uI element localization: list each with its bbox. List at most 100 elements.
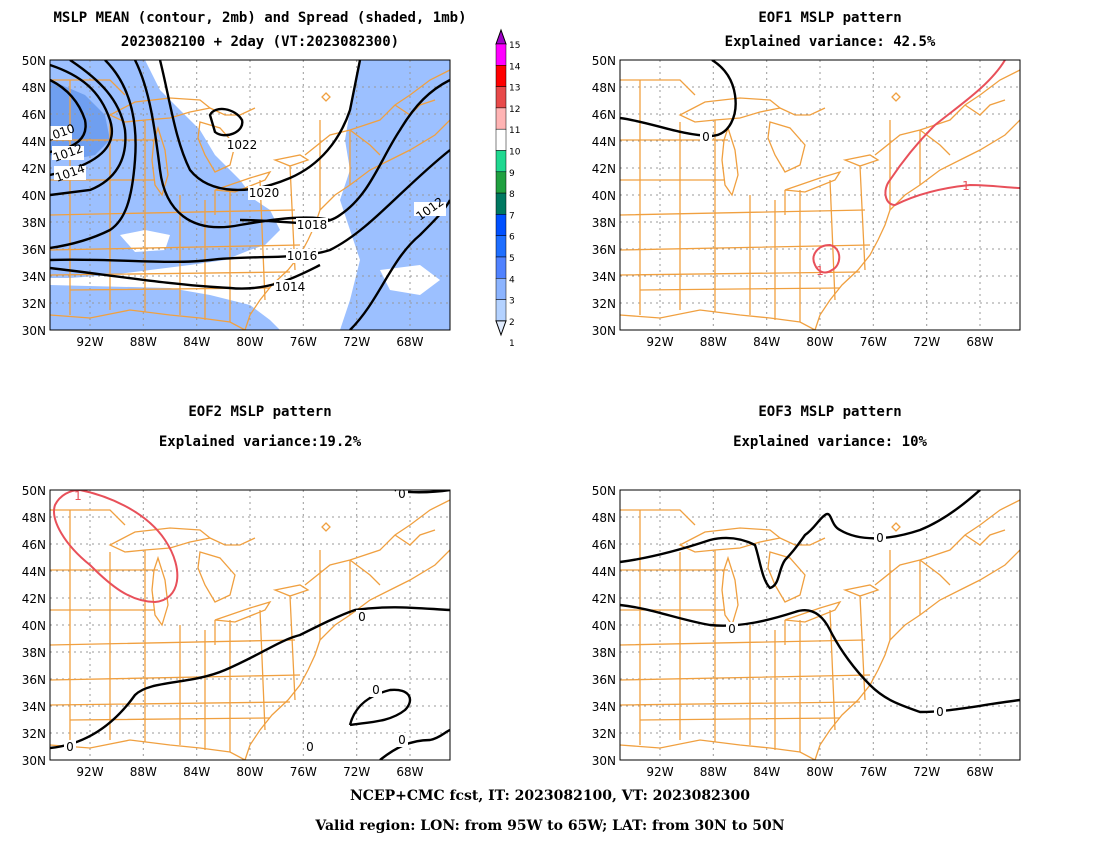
lat-tick-label: 38N bbox=[22, 216, 46, 230]
colorbar-label: 5 bbox=[509, 254, 515, 264]
lat-tick-label: 30N bbox=[22, 754, 46, 768]
lon-tick-label: 88W bbox=[700, 335, 727, 349]
lon-tick-label: 72W bbox=[913, 765, 940, 779]
footer-line2: Valid region: LON: from 95W to 65W; LAT:… bbox=[315, 818, 785, 834]
colorbar-label: 6 bbox=[509, 233, 515, 243]
p1-label-1014b: 1014 bbox=[275, 280, 306, 294]
lat-tick-label: 30N bbox=[592, 324, 616, 338]
lat-tick-label: 34N bbox=[22, 270, 46, 284]
lat-tick-label: 34N bbox=[592, 270, 616, 284]
lat-tick-label: 48N bbox=[22, 81, 46, 95]
lat-tick-label: 46N bbox=[592, 538, 616, 552]
lat-tick-label: 38N bbox=[22, 646, 46, 660]
lon-tick-label: 76W bbox=[860, 335, 887, 349]
lat-tick-label: 36N bbox=[22, 243, 46, 257]
lat-tick-label: 36N bbox=[592, 673, 616, 687]
isobar-1014-a bbox=[50, 60, 127, 197]
lon-tick-label: 80W bbox=[236, 335, 263, 349]
eof1-positive-contour-a bbox=[884, 60, 1020, 207]
colorbar-swatch bbox=[495, 150, 507, 173]
lat-tick-label: 48N bbox=[592, 511, 616, 525]
panel4-title-line2: Explained variance: 10% bbox=[733, 434, 927, 450]
panel4-frame bbox=[619, 489, 1021, 761]
lon-tick-label: 84W bbox=[183, 335, 210, 349]
colorbar-label: 13 bbox=[509, 84, 520, 94]
lon-tick-label: 80W bbox=[236, 765, 263, 779]
p2-label-1a: 1 bbox=[962, 179, 970, 193]
lat-tick-label: 50N bbox=[592, 54, 616, 68]
panel3-title-line1: EOF2 MSLP pattern bbox=[188, 404, 332, 420]
panel1-title-line1: MSLP MEAN (contour, 2mb) and Spread (sha… bbox=[53, 10, 467, 26]
lat-tick-label: 50N bbox=[22, 54, 46, 68]
eof1-zero-contour bbox=[620, 60, 737, 138]
p3-label-0e: 0 bbox=[398, 733, 406, 747]
panel3-frame bbox=[49, 489, 451, 761]
panel2-frame bbox=[619, 59, 1021, 331]
lat-tick-label: 44N bbox=[592, 565, 616, 579]
colorbar-swatch bbox=[495, 278, 507, 300]
isobar-1016-b bbox=[50, 149, 450, 264]
colorbar-label: 4 bbox=[509, 275, 515, 285]
lat-tick-label: 30N bbox=[22, 324, 46, 338]
lat-tick-label: 32N bbox=[592, 727, 616, 741]
lat-tick-label: 40N bbox=[592, 619, 616, 633]
lat-tick-label: 50N bbox=[22, 484, 46, 498]
p4-label-0c: 0 bbox=[936, 705, 944, 719]
p2-label-0: 0 bbox=[702, 130, 710, 144]
panel1-frame bbox=[49, 59, 451, 331]
lat-tick-label: 36N bbox=[22, 673, 46, 687]
lon-tick-label: 80W bbox=[806, 765, 833, 779]
panel4-map: 0 0 0 bbox=[620, 490, 1020, 760]
p3-label-0a: 0 bbox=[66, 740, 74, 754]
lon-tick-label: 80W bbox=[806, 335, 833, 349]
lat-tick-label: 34N bbox=[22, 700, 46, 714]
lon-tick-label: 68W bbox=[966, 765, 993, 779]
lon-tick-label: 88W bbox=[700, 765, 727, 779]
panel4-title-line1: EOF3 MSLP pattern bbox=[758, 404, 902, 420]
panel2-map: 0 1 1 bbox=[620, 60, 1020, 330]
lat-tick-label: 44N bbox=[22, 565, 46, 579]
p3-label-1: 1 bbox=[74, 489, 82, 503]
lon-tick-label: 76W bbox=[290, 335, 317, 349]
colorbar-swatch bbox=[495, 171, 507, 194]
panel2-title-line2: Explained variance: 42.5% bbox=[724, 34, 936, 50]
spread-shading-east bbox=[340, 60, 450, 330]
colorbar-swatch bbox=[495, 256, 507, 279]
colorbar-bottom-arrow bbox=[495, 320, 507, 337]
lat-tick-label: 48N bbox=[22, 511, 46, 525]
colorbar-label: 9 bbox=[509, 169, 515, 179]
lon-tick-label: 68W bbox=[396, 335, 423, 349]
colorbar-swatch bbox=[495, 107, 507, 130]
colorbar-swatch bbox=[495, 299, 507, 322]
lat-tick-label: 44N bbox=[22, 135, 46, 149]
colorbar-swatch bbox=[495, 86, 507, 109]
lat-tick-label: 50N bbox=[592, 484, 616, 498]
lon-tick-label: 72W bbox=[913, 335, 940, 349]
p4-label-0a: 0 bbox=[876, 531, 884, 545]
isobar-1020 bbox=[158, 60, 362, 192]
lat-tick-label: 32N bbox=[22, 727, 46, 741]
lon-tick-label: 92W bbox=[76, 765, 103, 779]
colorbar-label: 2 bbox=[509, 318, 515, 328]
p3-label-0c: 0 bbox=[372, 683, 380, 697]
colorbar-label: 15 bbox=[509, 41, 520, 51]
lat-tick-label: 44N bbox=[592, 135, 616, 149]
p1-label-1018: 1018 bbox=[297, 218, 328, 232]
eof2-zero-contour-se bbox=[379, 728, 450, 760]
eof2-zero-contour-main bbox=[50, 606, 450, 750]
eof3-zero-contour-north bbox=[620, 490, 981, 590]
lon-tick-label: 84W bbox=[753, 765, 780, 779]
isobar-1022 bbox=[208, 107, 244, 137]
footer-line1: NCEP+CMC fcst, IT: 2023082100, VT: 20230… bbox=[349, 788, 751, 804]
colorbar-label: 7 bbox=[509, 211, 515, 221]
lat-tick-label: 36N bbox=[592, 243, 616, 257]
lon-tick-label: 76W bbox=[860, 765, 887, 779]
lat-tick-label: 32N bbox=[22, 297, 46, 311]
colorbar-label: 12 bbox=[509, 105, 520, 115]
lon-tick-label: 92W bbox=[646, 765, 673, 779]
lat-tick-label: 38N bbox=[592, 216, 616, 230]
colorbar-swatch bbox=[495, 128, 507, 151]
lat-tick-label: 32N bbox=[592, 297, 616, 311]
colorbar-swatch bbox=[495, 65, 507, 87]
